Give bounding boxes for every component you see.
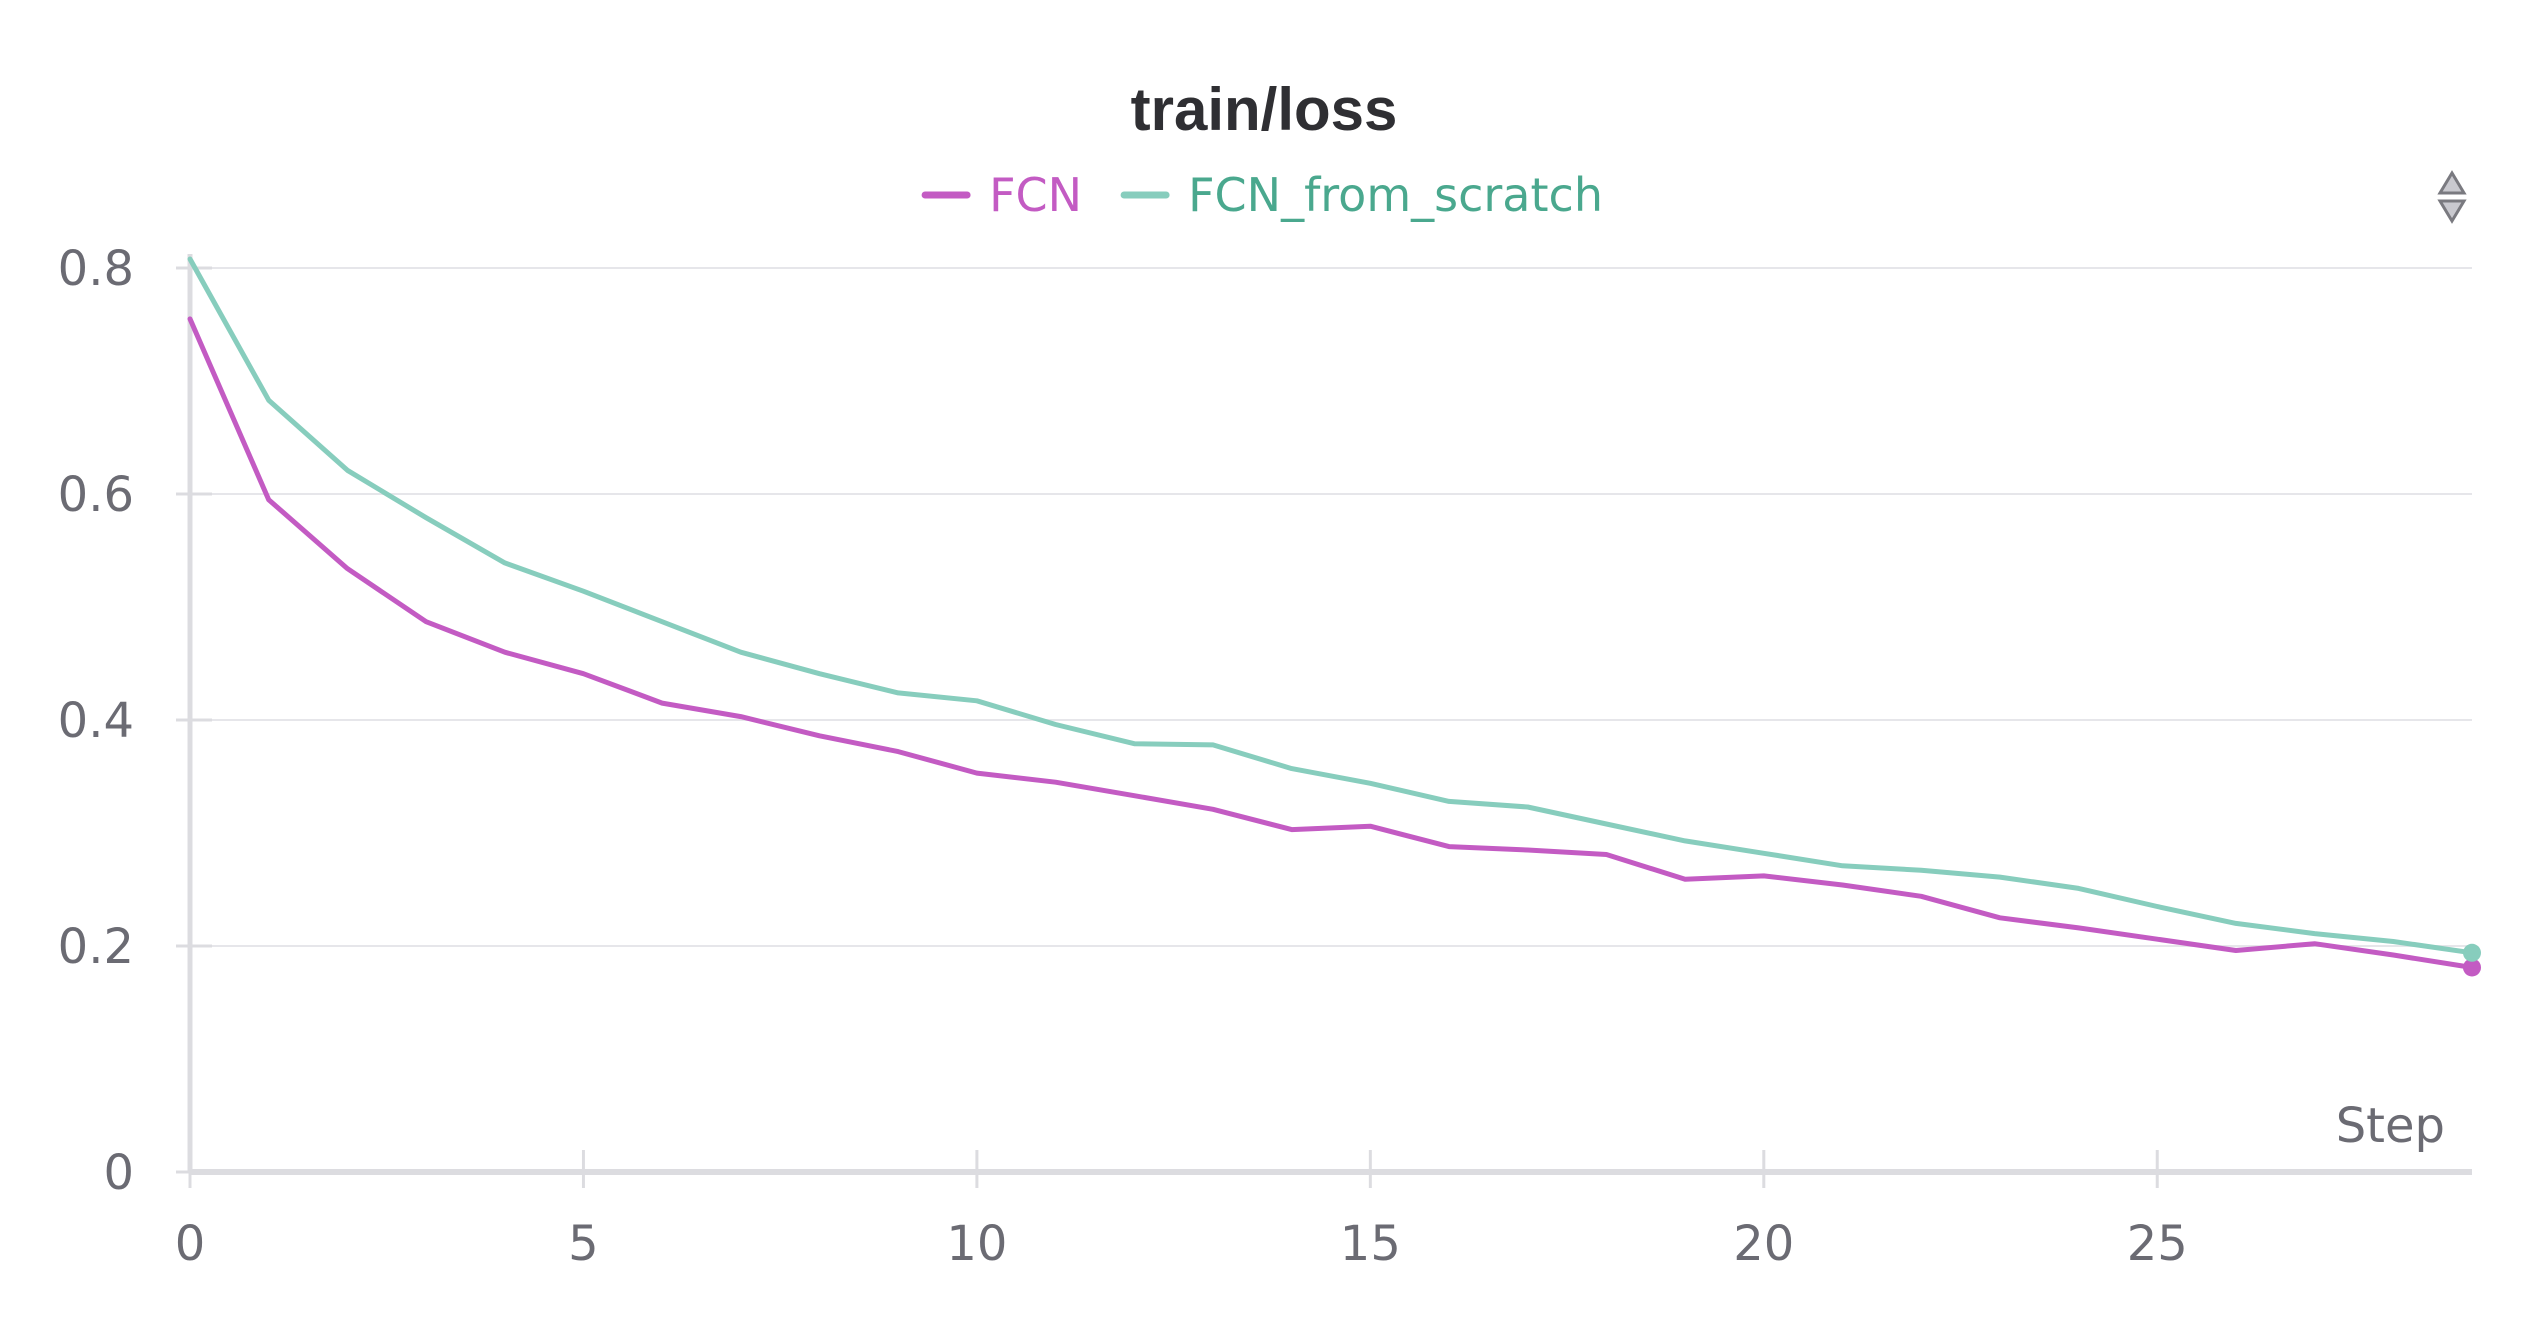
series-line-fcn bbox=[187, 316, 2475, 970]
legend-label: FCN bbox=[989, 168, 1082, 222]
x-tick-label: 5 bbox=[568, 1216, 599, 1272]
x-axis: 0 5 10 15 20 25 bbox=[175, 1150, 2472, 1272]
y-axis: 0 0.2 0.4 0.6 0.8 bbox=[58, 241, 212, 1201]
series-layer bbox=[187, 256, 2481, 977]
y-tick-label: 0.4 bbox=[58, 693, 134, 749]
y-tick-label: 0 bbox=[103, 1145, 134, 1201]
series-end-point bbox=[2463, 958, 2481, 977]
sort-arrows-icon[interactable] bbox=[2437, 170, 2467, 224]
series-line-fcn-from-scratch bbox=[187, 256, 2475, 956]
x-tick-label: 10 bbox=[946, 1216, 1007, 1272]
x-tick-label: 15 bbox=[1340, 1216, 1401, 1272]
y-tick-label: 0.8 bbox=[58, 241, 134, 297]
x-axis-label: Step bbox=[2336, 1098, 2445, 1154]
grid-lines bbox=[190, 267, 2472, 947]
x-tick-label: 0 bbox=[175, 1216, 206, 1272]
legend-label: FCN_from_scratch bbox=[1188, 168, 1603, 222]
legend: FCN FCN_from_scratch bbox=[921, 168, 1603, 222]
legend-item: FCN bbox=[921, 168, 1082, 222]
y-tick-label: 0.6 bbox=[58, 467, 134, 523]
y-tick-label: 0.2 bbox=[58, 919, 134, 975]
legend-item: FCN_from_scratch bbox=[1120, 168, 1603, 222]
x-tick-label: 25 bbox=[2127, 1216, 2188, 1272]
chart-title: train/loss bbox=[1131, 76, 1398, 143]
x-tick-label: 20 bbox=[1733, 1216, 1794, 1272]
series-end-point bbox=[2463, 943, 2481, 962]
